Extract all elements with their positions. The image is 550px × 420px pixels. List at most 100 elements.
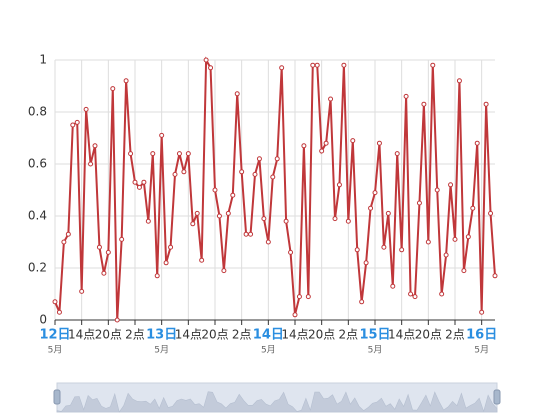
point bbox=[248, 231, 254, 237]
point bbox=[279, 65, 285, 71]
point bbox=[172, 171, 178, 177]
point bbox=[456, 78, 462, 84]
point bbox=[328, 96, 334, 102]
point bbox=[239, 169, 245, 175]
point bbox=[83, 106, 89, 112]
point bbox=[421, 101, 427, 107]
point bbox=[296, 294, 302, 300]
point bbox=[190, 221, 196, 227]
point bbox=[283, 218, 289, 224]
point bbox=[261, 216, 267, 222]
x-tick-label: 13日 bbox=[146, 328, 177, 343]
point bbox=[341, 62, 347, 68]
y-tick-label: 0.4 bbox=[28, 209, 47, 223]
point bbox=[412, 294, 418, 300]
point bbox=[372, 190, 378, 196]
point bbox=[470, 205, 476, 211]
point bbox=[376, 140, 382, 146]
point bbox=[448, 182, 454, 188]
point bbox=[154, 273, 160, 279]
zoom-handle[interactable] bbox=[53, 389, 61, 405]
point bbox=[385, 210, 391, 216]
point bbox=[408, 291, 414, 297]
zoom-preview bbox=[56, 391, 498, 413]
x-tick-sublabel: 5月 bbox=[48, 345, 63, 356]
x-tick-label: 14点 bbox=[281, 328, 308, 342]
point bbox=[141, 179, 147, 185]
point bbox=[185, 151, 191, 157]
point bbox=[110, 86, 116, 92]
point bbox=[79, 288, 85, 294]
point bbox=[434, 187, 440, 193]
point bbox=[399, 247, 405, 253]
point bbox=[145, 218, 151, 224]
point bbox=[474, 140, 480, 146]
point bbox=[208, 65, 214, 71]
point bbox=[230, 192, 236, 198]
point bbox=[216, 213, 222, 219]
point bbox=[483, 101, 489, 107]
point bbox=[390, 283, 396, 289]
point bbox=[92, 143, 98, 149]
point bbox=[270, 174, 276, 180]
point bbox=[65, 231, 71, 237]
x-tick-label: 20点 bbox=[201, 328, 228, 342]
x-tick-label: 14点 bbox=[68, 328, 95, 342]
point bbox=[425, 239, 431, 245]
point bbox=[136, 184, 142, 190]
point bbox=[74, 119, 80, 125]
point bbox=[479, 309, 485, 315]
point bbox=[336, 182, 342, 188]
x-tick-label: 20点 bbox=[308, 328, 335, 342]
x-tick-label: 2点 bbox=[232, 328, 252, 342]
point bbox=[332, 216, 338, 222]
y-tick-label: 0.8 bbox=[28, 105, 47, 119]
x-tick-label: 14点 bbox=[388, 328, 415, 342]
point bbox=[301, 143, 307, 149]
point bbox=[310, 62, 316, 68]
point bbox=[430, 62, 436, 68]
point bbox=[256, 156, 262, 162]
point bbox=[203, 57, 209, 63]
point bbox=[350, 138, 356, 144]
point bbox=[265, 239, 271, 245]
point bbox=[314, 62, 320, 68]
x-tick-sublabel: 5月 bbox=[261, 345, 276, 356]
point bbox=[128, 151, 134, 157]
y-tick-label: 0.2 bbox=[28, 261, 47, 275]
point bbox=[199, 257, 205, 263]
point bbox=[274, 156, 280, 162]
x-tick-sublabel: 5月 bbox=[368, 345, 383, 356]
point bbox=[225, 210, 231, 216]
point bbox=[105, 249, 111, 255]
series-line bbox=[54, 56, 496, 321]
point bbox=[461, 268, 467, 274]
point bbox=[234, 91, 240, 97]
x-tick-sublabel: 5月 bbox=[474, 345, 489, 356]
point bbox=[381, 244, 387, 250]
x-tick-label: 16日 bbox=[466, 328, 497, 343]
point bbox=[394, 151, 400, 157]
y-tick-label: 0.6 bbox=[28, 157, 47, 171]
point bbox=[354, 247, 360, 253]
x-tick-sublabel: 5月 bbox=[154, 345, 169, 356]
point bbox=[61, 239, 67, 245]
point bbox=[70, 122, 76, 128]
point bbox=[101, 270, 107, 276]
point bbox=[368, 205, 374, 211]
point bbox=[305, 294, 311, 300]
point bbox=[150, 151, 156, 157]
point bbox=[163, 260, 169, 266]
point bbox=[212, 187, 218, 193]
point bbox=[56, 309, 62, 315]
point bbox=[176, 151, 182, 157]
x-tick-label: 2点 bbox=[339, 328, 359, 342]
point bbox=[416, 200, 422, 206]
zoom-handle[interactable] bbox=[493, 389, 501, 405]
point bbox=[319, 148, 325, 154]
point bbox=[243, 231, 249, 237]
point bbox=[252, 171, 258, 177]
point bbox=[403, 93, 409, 99]
x-tick-label: 20点 bbox=[95, 328, 122, 342]
